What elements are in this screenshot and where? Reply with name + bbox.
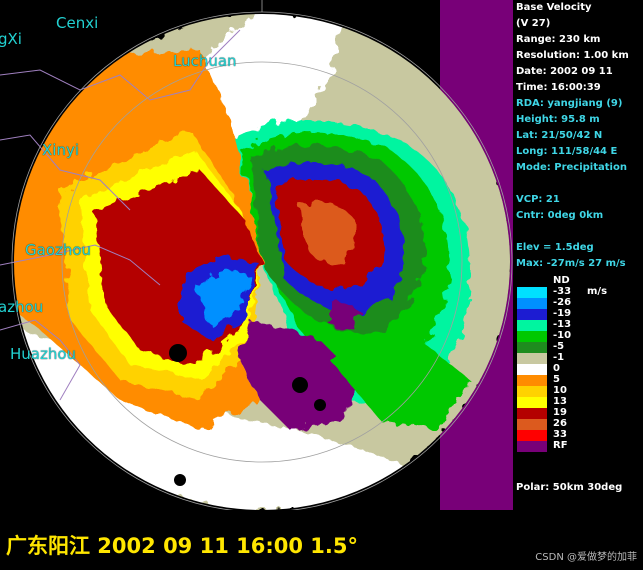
time-value: Time: 16:00:39 [516, 82, 601, 93]
city-label-gxi: gXi [0, 30, 22, 48]
rda-value: RDA: yangjiang (9) [516, 98, 623, 109]
legend-swatch [517, 298, 547, 309]
legend-unit: m/s [587, 286, 608, 297]
legend-swatch [517, 441, 547, 452]
legend-label: 19 [553, 407, 567, 418]
polar-rings [11, 0, 513, 510]
legend-label: RF [553, 440, 568, 451]
map-boundaries [0, 29, 241, 401]
legend-label: 13 [553, 396, 567, 407]
city-label-xinyi: Xinyi [42, 141, 79, 159]
legend-label: 10 [553, 385, 567, 396]
elevation-value: Elev = 1.5deg [516, 242, 594, 253]
legend-swatch [517, 309, 547, 320]
legend-swatch [517, 353, 547, 364]
legend-swatch [517, 397, 547, 408]
legend-label: -13 [553, 319, 572, 330]
city-label-cenxi: Cenxi [56, 14, 99, 32]
legend-swatch [517, 364, 547, 375]
legend-swatch [517, 287, 547, 298]
range-value: Range: 230 km [516, 34, 601, 45]
legend-swatch [517, 375, 547, 386]
legend-label: ND [553, 275, 570, 286]
legend-label: -33 [553, 286, 572, 297]
legend-label: 33 [553, 429, 567, 440]
legend-swatch [517, 386, 547, 397]
city-label-azhou: azhou [0, 298, 44, 316]
center-value: Cntr: 0deg 0km [516, 210, 604, 221]
product-title: Base Velocity [516, 2, 592, 13]
city-label-huazhou: Huazhou [10, 345, 77, 363]
resolution-value: Resolution: 1.00 km [516, 50, 629, 61]
legend-swatch [517, 419, 547, 430]
date-value: Date: 2002 09 11 [516, 66, 613, 77]
legend-label: -19 [553, 308, 572, 319]
longitude-value: Long: 111/58/44 E [516, 146, 618, 157]
product-info-panel: Base Velocity (V 27) Range: 230 km Resol… [513, 0, 643, 510]
vcp-value: VCP: 21 [516, 194, 560, 205]
height-value: Height: 95.8 m [516, 114, 600, 125]
radar-display[interactable]: Cenxi gXi Luchuan Xinyi Gaozhou azhou Hu… [0, 0, 513, 510]
watermark: CSDN @爱做梦的加菲 [535, 552, 637, 563]
radar-velocity-image [0, 0, 513, 510]
legend-swatch [517, 320, 547, 331]
mode-value: Mode: Precipitation [516, 162, 627, 173]
city-label-luchuan: Luchuan [173, 52, 237, 70]
legend-label: 0 [553, 363, 560, 374]
polar-grid-value: Polar: 50km 30deg [516, 482, 623, 493]
legend-swatch [517, 276, 547, 287]
image-caption: 广东阳江 2002 09 11 16:00 1.5° [6, 534, 358, 558]
city-label-gaozhou: Gaozhou [25, 241, 92, 259]
legend-label: 5 [553, 374, 560, 385]
latitude-value: Lat: 21/50/42 N [516, 130, 603, 141]
legend-swatch [517, 408, 547, 419]
legend-swatch [517, 342, 547, 353]
legend-swatch [517, 331, 547, 342]
legend-label: -26 [553, 297, 572, 308]
legend-label: -5 [553, 341, 565, 352]
legend-label: -1 [553, 352, 565, 363]
max-velocity-value: Max: -27m/s 27 m/s [516, 258, 626, 269]
legend-label: 26 [553, 418, 567, 429]
product-code: (V 27) [516, 18, 551, 29]
legend-swatch [517, 430, 547, 441]
legend-label: -10 [553, 330, 572, 341]
